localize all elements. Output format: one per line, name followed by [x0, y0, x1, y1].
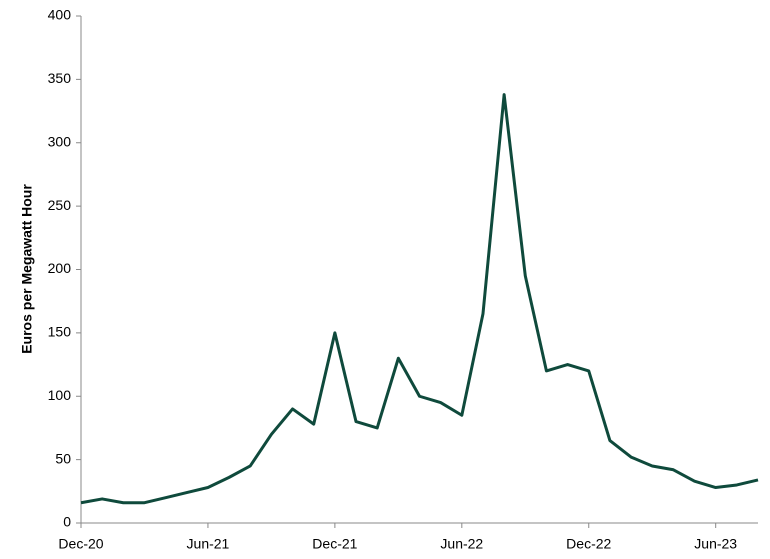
y-tick-label: 350 — [48, 70, 72, 86]
x-tick-label: Jun-21 — [187, 536, 230, 552]
y-tick-label: 0 — [63, 514, 71, 530]
y-tick-label: 50 — [55, 450, 71, 466]
y-axis-label: Euros per Megawatt Hour — [19, 184, 35, 354]
x-tick-label: Jun-23 — [694, 536, 737, 552]
y-tick-label: 100 — [48, 387, 72, 403]
x-tick-label: Dec-21 — [312, 536, 357, 552]
y-tick-label: 400 — [48, 7, 72, 23]
line — [80, 93, 759, 505]
y-tick-label: 200 — [48, 260, 72, 276]
x-tick-label: Dec-20 — [58, 536, 103, 552]
y-tick-label: 300 — [48, 133, 72, 149]
x-tick-label: Dec-22 — [566, 536, 611, 552]
y-tick-label: 150 — [48, 324, 72, 340]
x-tick-label: Jun-22 — [440, 536, 483, 552]
y-tick-label: 250 — [48, 197, 72, 213]
